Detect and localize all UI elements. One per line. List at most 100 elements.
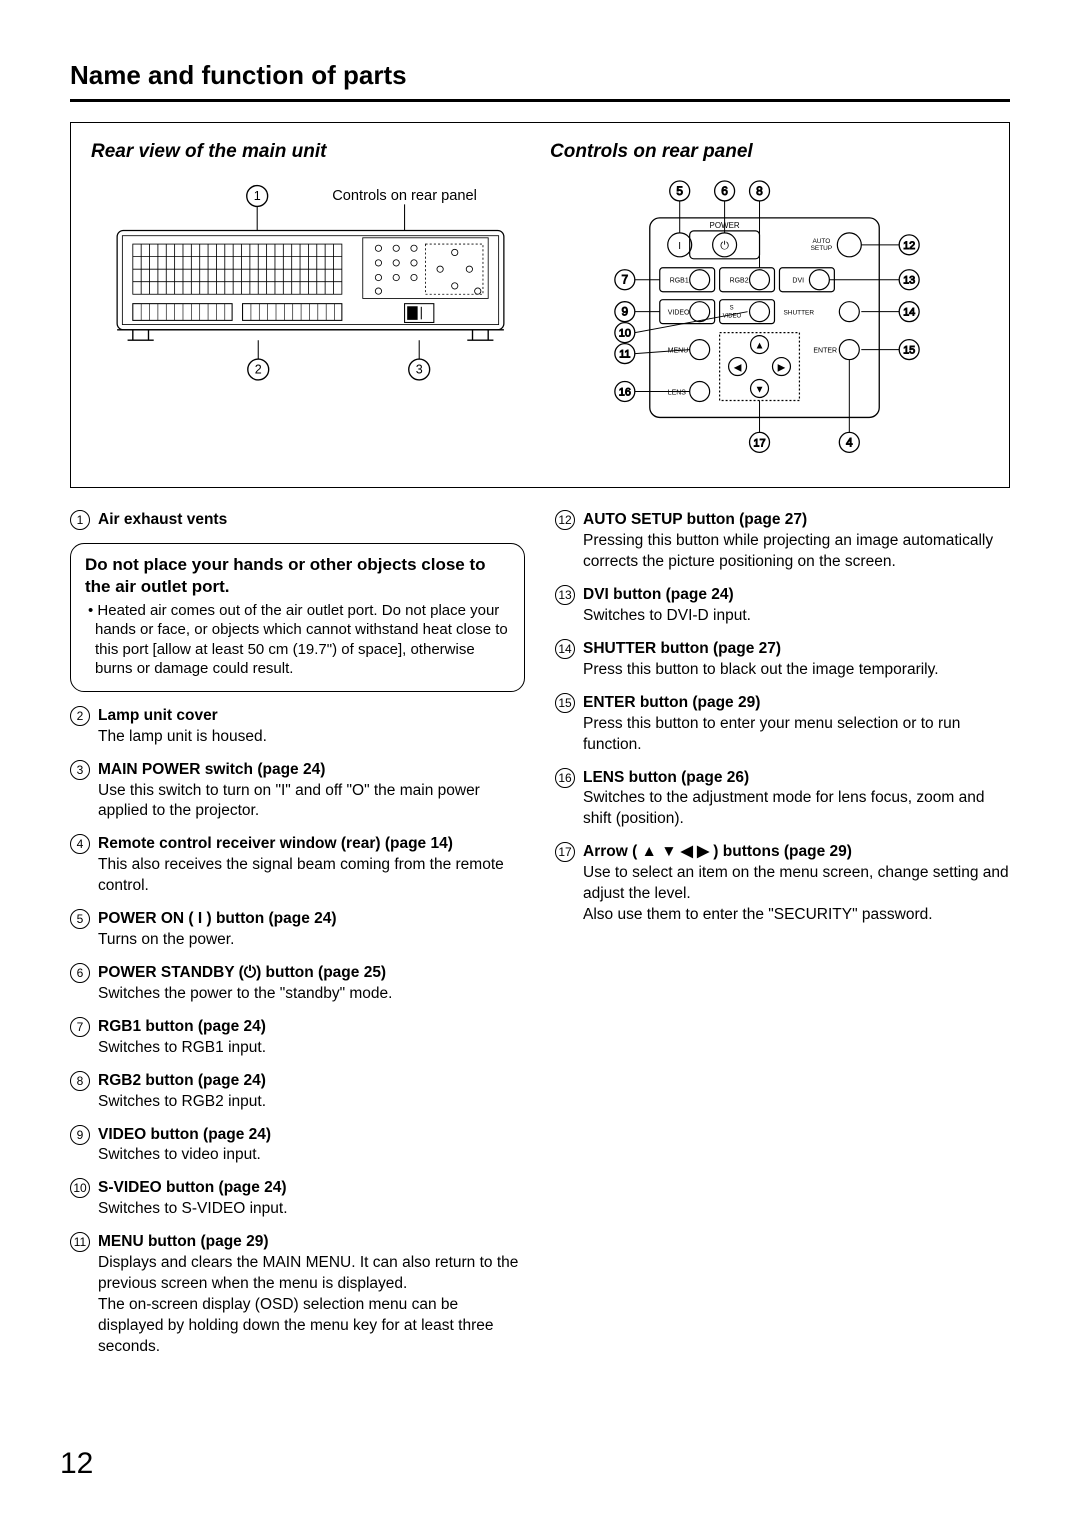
controls-heading: Controls on rear panel: [550, 141, 989, 163]
list-item: 12 AUTO SETUP button (page 27)Pressing th…: [555, 510, 1010, 573]
svg-text:I: I: [678, 241, 681, 252]
item-description: Press this button to black out the image…: [583, 660, 1010, 681]
item-number: 3: [70, 760, 90, 780]
item-title: VIDEO button (page 24): [98, 1125, 525, 1146]
item-description: Switches to RGB2 input.: [98, 1092, 525, 1113]
list-item: 11MENU button (page 29)Displays and clea…: [70, 1232, 525, 1358]
rear-view-section: Rear view of the main unit 1 Controls on…: [91, 141, 530, 467]
svg-text:RGB2: RGB2: [730, 278, 749, 285]
svg-text:4: 4: [846, 435, 853, 449]
svg-text:6: 6: [721, 184, 728, 198]
list-item: 7RGB1 button (page 24)Switches to RGB1 i…: [70, 1017, 525, 1059]
svg-text:13: 13: [903, 275, 915, 287]
item-description: Displays and clears the MAIN MENU. It ca…: [98, 1253, 525, 1358]
item-title: AUTO SETUP button (page 27): [583, 510, 1010, 531]
list-item: 3MAIN POWER switch (page 24)Use this swi…: [70, 760, 525, 823]
svg-text:2: 2: [255, 363, 262, 377]
svg-text:SETUP: SETUP: [811, 245, 833, 252]
svg-text:17: 17: [753, 437, 765, 449]
list-item: 1 Air exhaust vents: [70, 510, 525, 531]
item-title: SHUTTER button (page 27): [583, 639, 1010, 660]
warning-box: Do not place your hands or other objects…: [70, 543, 525, 692]
controls-label: Controls on rear panel: [332, 188, 477, 204]
item-description: Pressing this button while projecting an…: [583, 531, 1010, 573]
page-title: Name and function of parts: [70, 60, 1010, 102]
item-description: This also receives the signal beam comin…: [98, 855, 525, 897]
item-title: RGB2 button (page 24): [98, 1071, 525, 1092]
item-description: Press this button to enter your menu sel…: [583, 714, 1010, 756]
item-number: 17: [555, 842, 575, 862]
svg-text:RGB1: RGB1: [670, 278, 689, 285]
item-description: Switches to DVI-D input.: [583, 606, 1010, 627]
item-description: The lamp unit is housed.: [98, 727, 525, 748]
list-item: 5POWER ON ( I ) button (page 24)Turns on…: [70, 909, 525, 951]
svg-text:5: 5: [676, 184, 683, 198]
list-item: 14 SHUTTER button (page 27)Press this but…: [555, 639, 1010, 681]
svg-text:9: 9: [622, 305, 629, 319]
svg-text:AUTO: AUTO: [812, 238, 830, 245]
item-number: 8: [70, 1071, 90, 1091]
svg-text:▲: ▲: [755, 341, 765, 352]
rear-view-diagram: 1 Controls on rear panel: [91, 173, 530, 387]
svg-text:SHUTTER: SHUTTER: [783, 310, 814, 317]
item-number: 16: [555, 768, 575, 788]
item-description: Switches to video input.: [98, 1145, 525, 1166]
list-item: 16 LENS button (page 26)Switches to the a…: [555, 768, 1010, 831]
item-title: POWER STANDBY (⏻) button (page 25): [98, 963, 525, 984]
right-column: 12 AUTO SETUP button (page 27)Pressing th…: [555, 510, 1010, 1369]
list-item: 4Remote control receiver window (rear) (…: [70, 834, 525, 897]
item-number: 9: [70, 1125, 90, 1145]
svg-text:▼: ▼: [755, 384, 765, 395]
svg-text:VIDEO: VIDEO: [668, 310, 690, 317]
svg-text:11: 11: [619, 349, 630, 361]
item-number: 12: [555, 510, 575, 530]
item-description: Switches to RGB1 input.: [98, 1038, 525, 1059]
item-description: Switches the power to the "standby" mode…: [98, 984, 525, 1005]
svg-text:S: S: [730, 306, 734, 312]
svg-text:16: 16: [619, 386, 631, 398]
item-description: Switches to the adjustment mode for lens…: [583, 788, 1010, 830]
item-number: 2: [70, 706, 90, 726]
list-item: 2Lamp unit coverThe lamp unit is housed.: [70, 706, 525, 748]
item-number: 10: [70, 1178, 90, 1198]
svg-text:14: 14: [903, 307, 915, 319]
item-number: 6: [70, 963, 90, 983]
item-title: DVI button (page 24): [583, 585, 1010, 606]
item-title: Remote control receiver window (rear) (p…: [98, 834, 525, 855]
svg-text:LENS: LENS: [668, 389, 687, 396]
page-number: 12: [60, 1447, 93, 1481]
svg-text:◀: ◀: [734, 363, 742, 374]
item-number: 14: [555, 639, 575, 659]
svg-text:DVI: DVI: [792, 278, 804, 285]
item-description: Use to select an item on the menu screen…: [583, 863, 1010, 926]
list-item: 9 VIDEO button (page 24)Switches to video…: [70, 1125, 525, 1167]
item-title: Air exhaust vents: [98, 510, 525, 531]
list-item: 8 RGB2 button (page 24)Switches to RGB2 i…: [70, 1071, 525, 1113]
item-description: Switches to S-VIDEO input.: [98, 1199, 525, 1220]
item-number: 7: [70, 1017, 90, 1037]
item-number: 1: [70, 510, 90, 530]
item-number: 5: [70, 909, 90, 929]
item-title: S-VIDEO button (page 24): [98, 1178, 525, 1199]
item-title: MAIN POWER switch (page 24): [98, 760, 525, 781]
item-number: 13: [555, 585, 575, 605]
svg-text:12: 12: [903, 240, 915, 252]
list-item: 10 S-VIDEO button (page 24)Switches to S-…: [70, 1178, 525, 1220]
svg-text:7: 7: [622, 273, 629, 287]
left-column: 1 Air exhaust vents Do not place your hand…: [70, 510, 525, 1369]
diagram-container: Rear view of the main unit 1 Controls on…: [70, 122, 1010, 488]
list-item: 15ENTER button (page 29)Press this butto…: [555, 693, 1010, 756]
svg-text:▶: ▶: [778, 363, 786, 374]
list-item: 6 POWER STANDBY (⏻) button (page 25)Switc…: [70, 963, 525, 1005]
svg-text:8: 8: [756, 184, 763, 198]
controls-panel-section: Controls on rear panel POWER I ⏻ AUTO SE…: [550, 141, 989, 467]
rear-view-heading: Rear view of the main unit: [91, 141, 530, 163]
descriptions-columns: 1 Air exhaust vents Do not place your hand…: [70, 510, 1010, 1369]
warning-body: • Heated air comes out of the air outlet…: [85, 601, 510, 679]
item-number: 11: [70, 1232, 90, 1252]
list-item: 13 DVI button (page 24)Switches to DVI-D …: [555, 585, 1010, 627]
item-number: 15: [555, 693, 575, 713]
item-title: LENS button (page 26): [583, 768, 1010, 789]
item-title: Arrow ( ▲ ▼ ◀ ▶ ) buttons (page 29): [583, 842, 1010, 863]
svg-text:⏻: ⏻: [720, 240, 729, 252]
